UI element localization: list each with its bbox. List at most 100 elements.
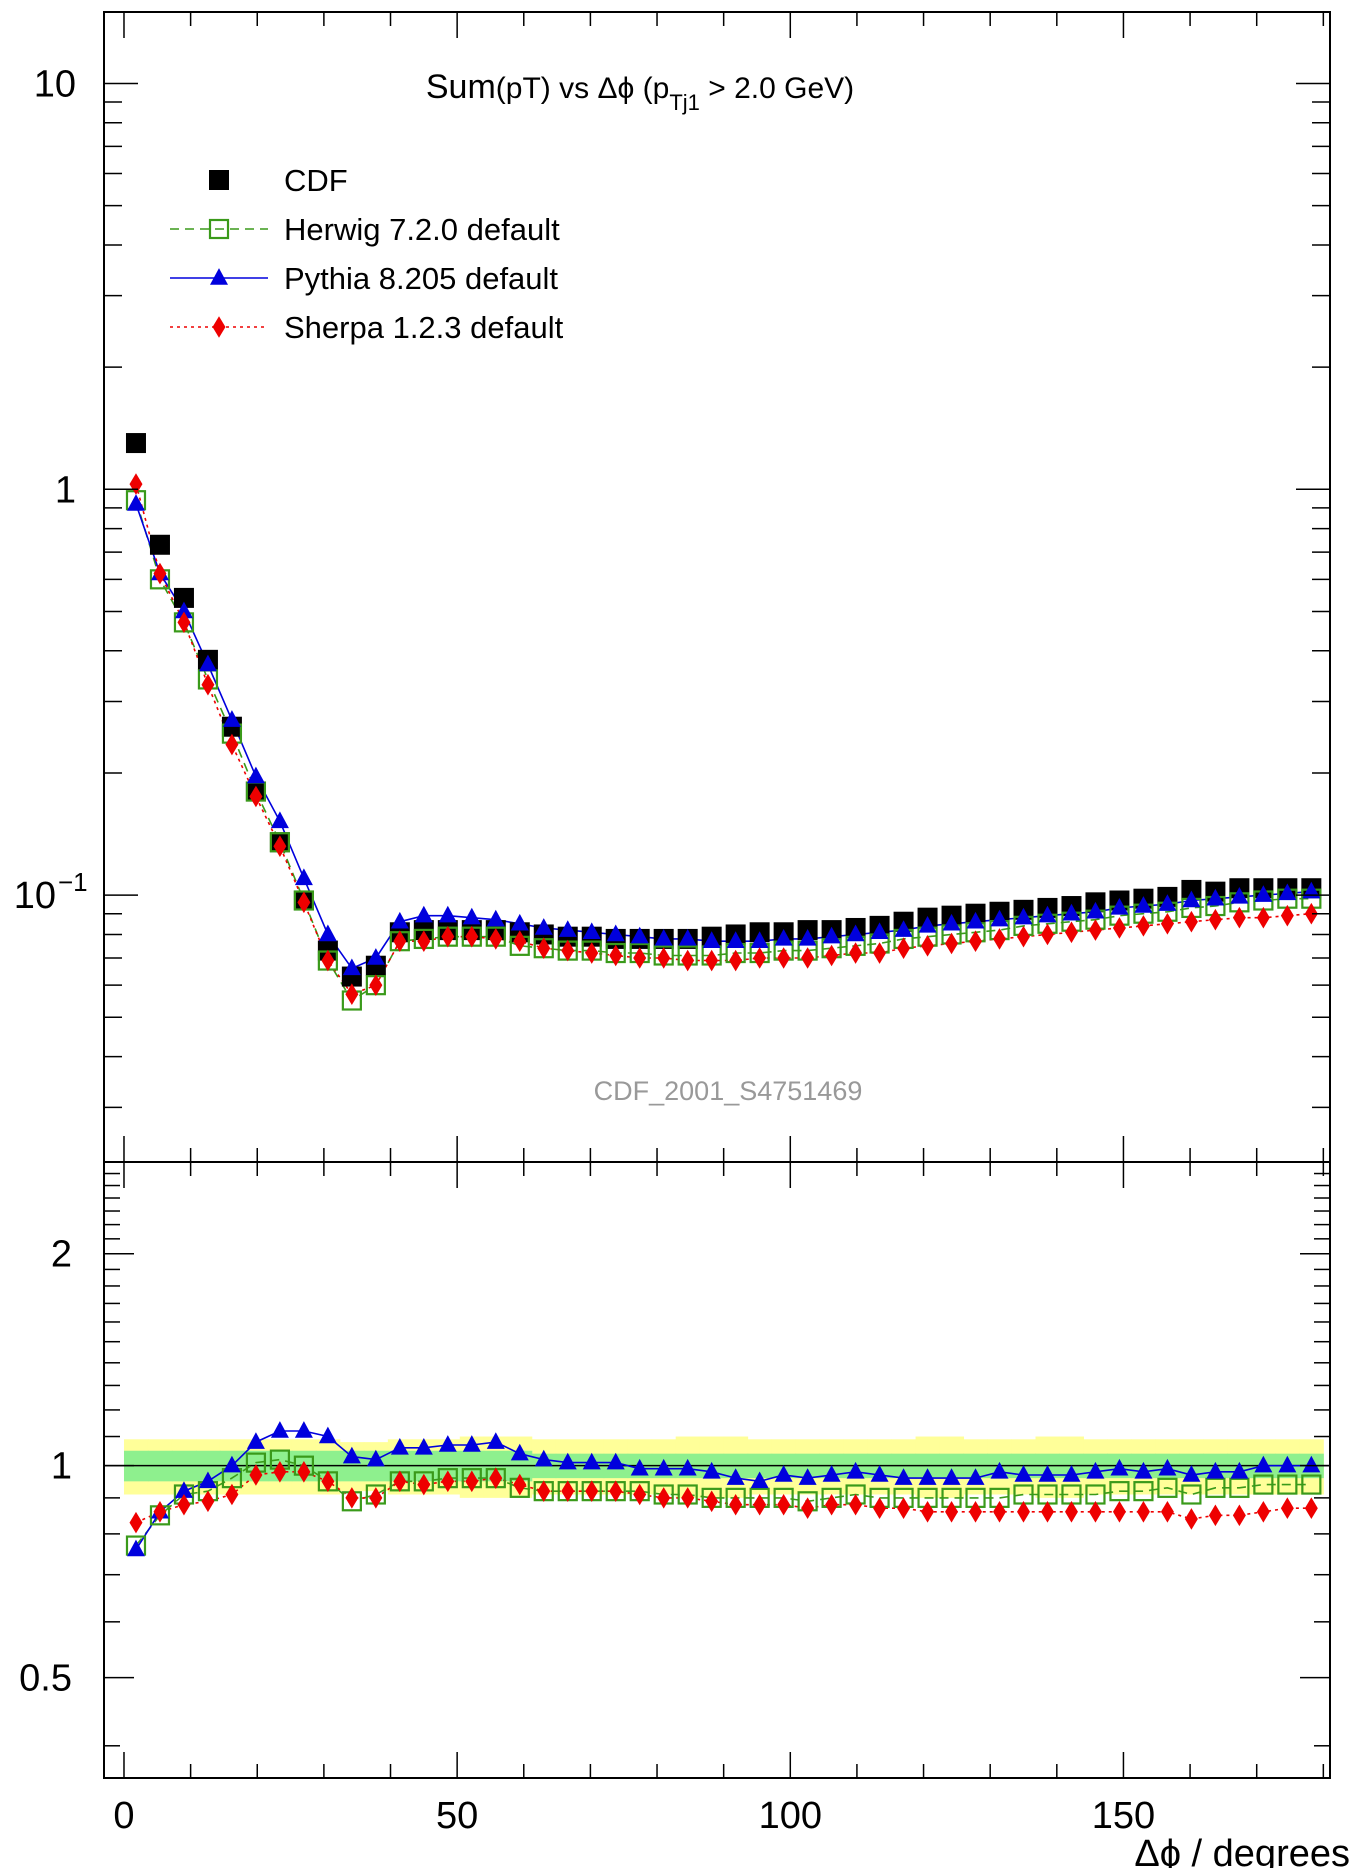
ratio-sherpa-point (393, 1470, 407, 1493)
ratio-sherpa-point (537, 1480, 551, 1502)
ratio-pythia-point (1182, 1465, 1201, 1482)
ratio-sherpa-point (249, 1464, 263, 1486)
legend-marker (210, 268, 228, 285)
main-pythia-point (342, 958, 361, 976)
legend-item: Sherpa 1.2.3 default (170, 310, 564, 345)
main-sherpa-point (1160, 912, 1174, 935)
main-pythia-point (126, 494, 145, 511)
ratio-series-layer (125, 1421, 1322, 1557)
main-sherpa-point (753, 947, 767, 969)
main-sherpa-point (585, 942, 599, 964)
ratio-pythia-point (510, 1443, 529, 1461)
y-tick-label-exponent: −1 (58, 867, 88, 897)
x-tick-label: 0 (113, 1795, 134, 1837)
ratio-herwig-point (1301, 1474, 1322, 1495)
ratio-sherpa-point (417, 1473, 431, 1496)
ratio-sherpa-point (873, 1497, 887, 1520)
ratio-pythia-point (318, 1426, 337, 1444)
ratio-herwig-point (1181, 1484, 1202, 1505)
main-pythia-point (942, 913, 961, 931)
main-sherpa-point (297, 891, 311, 914)
main-pythia-point (510, 913, 529, 931)
title-subscript: Tj1 (669, 90, 700, 115)
main-sherpa-point (153, 562, 167, 585)
title-suffix: > 2.0 GeV) (700, 72, 854, 105)
main-pythia-point (966, 911, 985, 929)
main-sherpa-point (1041, 923, 1054, 946)
ratio-pythia-point (726, 1468, 745, 1485)
legend-item: Pythia 8.205 default (170, 261, 558, 296)
ratio-pythia-point (894, 1468, 913, 1485)
legend-label: CDF (284, 163, 348, 198)
ratio-pythia-point (630, 1458, 649, 1476)
ratio-sherpa-point (1208, 1504, 1222, 1527)
main-pythia-point (438, 905, 457, 923)
y-tick-label: 1 (55, 469, 76, 511)
ratio-sherpa-point (969, 1500, 983, 1523)
ratio-sherpa-point (153, 1500, 167, 1523)
ratio-sherpa-point (609, 1480, 623, 1502)
main-sherpa-point (729, 949, 743, 972)
main-sherpa-point (1208, 908, 1222, 931)
main-pythia-point (822, 926, 841, 944)
ratio-sherpa-point (753, 1493, 767, 1516)
ratio-pythia-point (126, 1539, 145, 1557)
ratio-sherpa-point (921, 1500, 935, 1523)
ratio-pythia-point (1038, 1465, 1057, 1482)
main-pythia-point (558, 920, 577, 937)
main-pythia-point (414, 905, 433, 923)
ratio-herwig-point (1157, 1477, 1178, 1498)
ratio-pythia-point (846, 1461, 865, 1479)
main-cdf-point (149, 534, 170, 555)
main-sherpa-point (945, 932, 959, 955)
main-sherpa-point (417, 930, 431, 952)
main-pythia-point (798, 929, 817, 946)
main-pythia-point (318, 924, 337, 942)
ratio-pythia-point (1206, 1461, 1225, 1479)
legend-label: Pythia 8.205 default (284, 261, 558, 296)
main-sherpa-point (1184, 910, 1198, 933)
ratio-sherpa-point (1041, 1500, 1054, 1523)
x-axis-label: Δϕ / degrees (1134, 1833, 1350, 1868)
main-pythia-point (750, 931, 769, 948)
legend-marker (208, 218, 230, 240)
ratio-pythia-point (1110, 1458, 1129, 1476)
main-pythia-point (486, 909, 505, 927)
ratio-sherpa-point (561, 1480, 575, 1502)
ratio-herwig-point (1229, 1477, 1250, 1498)
main-pythia-point (1014, 907, 1033, 925)
main-pythia-point (1134, 896, 1153, 913)
main-sherpa-point (873, 942, 887, 964)
ratio-sherpa-point (1184, 1508, 1198, 1530)
ratio-pythia-point (270, 1421, 289, 1438)
main-pythia-point (582, 922, 601, 940)
ratio-pythia-point (966, 1468, 985, 1485)
ratio-herwig-point (1205, 1477, 1226, 1498)
ratio-pythia-point (702, 1461, 721, 1479)
ratio-sherpa-point (441, 1470, 455, 1493)
ratio-sherpa-point (1304, 1497, 1318, 1520)
main-sherpa-point (825, 944, 839, 967)
main-cdf-point (125, 433, 146, 454)
main-sherpa-point (273, 835, 287, 857)
ratio-sherpa-point (1256, 1500, 1270, 1523)
ratio-sherpa-point (297, 1461, 311, 1483)
main-pythia-point (246, 766, 265, 784)
ratio-pythia-point (654, 1458, 673, 1476)
main-pythia-point (462, 907, 481, 925)
ratio-pythia-point (1086, 1461, 1105, 1479)
main-pythia-point (918, 915, 937, 933)
ratio-herwig-point (1109, 1481, 1130, 1502)
ratio-pythia-point (1014, 1465, 1033, 1482)
ratio-pythia-point (750, 1471, 769, 1489)
ratio-sherpa-point (273, 1461, 287, 1483)
y-tick-label: 10 (34, 63, 76, 105)
main-sherpa-point (609, 944, 623, 967)
main-sherpa-point (1136, 915, 1150, 937)
ratio-sherpa-point (825, 1493, 839, 1516)
ratio-sherpa-point (465, 1470, 479, 1493)
main-pythia-point (1206, 888, 1225, 906)
main-pythia-point (630, 926, 649, 944)
main-sherpa-point (657, 947, 671, 969)
